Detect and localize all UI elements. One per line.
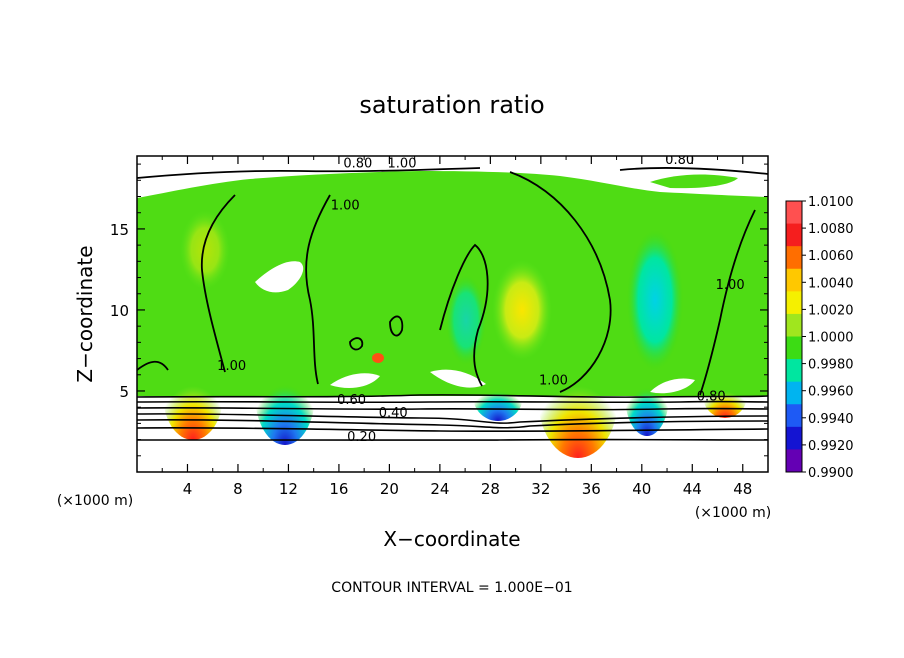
anomaly-yellow-8 xyxy=(180,210,230,290)
x-tick-label: 48 xyxy=(733,480,752,498)
colorbar-label: 1.0020 xyxy=(808,303,854,318)
colorbar-label: 0.9940 xyxy=(808,412,854,427)
anomaly-blue-12 xyxy=(255,345,315,445)
colorbar-segment xyxy=(786,201,802,225)
anomaly-yellow-30 xyxy=(492,260,552,360)
contour-label: 0.60 xyxy=(337,393,366,408)
colorbar-segment xyxy=(786,291,802,315)
contour-label: 1.00 xyxy=(217,359,246,374)
colorbar-segment xyxy=(786,359,802,383)
contour-label: 1.00 xyxy=(388,156,417,171)
y-tick-label: 10 xyxy=(110,302,129,320)
x-tick-label: 40 xyxy=(632,480,651,498)
anomaly-red-19 xyxy=(372,353,384,363)
colorbar-label: 0.9920 xyxy=(808,439,854,454)
x-axis-label: X−coordinate xyxy=(383,527,520,551)
anomaly-red-5 xyxy=(163,350,223,440)
y-axis-unit: (×1000 m) xyxy=(57,493,133,509)
saturation-field-upper-right xyxy=(650,174,738,189)
colorbar-segment xyxy=(786,246,802,270)
colorbar-segment xyxy=(786,223,802,247)
colorbar-label: 0.9960 xyxy=(808,385,854,400)
anomaly-cyan-40 xyxy=(627,230,683,370)
contour-label: 1.00 xyxy=(716,278,745,293)
colorbar-label: 1.0080 xyxy=(808,222,854,237)
cloud-hole-11 xyxy=(255,261,304,293)
colorbar-label: 0.9900 xyxy=(808,466,854,481)
anomaly-blue-41 xyxy=(625,356,669,436)
plot-frame xyxy=(136,155,769,473)
colorbar-segment xyxy=(786,268,802,292)
x-tick-label: 44 xyxy=(683,480,702,498)
cloud-hole-42 xyxy=(650,378,695,394)
contour-label: 0.80 xyxy=(665,153,694,168)
colorbar-segment xyxy=(786,313,802,337)
x-axis-unit: (×1000 m) xyxy=(695,505,771,521)
x-tick-label: 12 xyxy=(279,480,298,498)
colorbar-label: 1.0000 xyxy=(808,331,854,346)
x-tick-label: 8 xyxy=(233,480,243,498)
x-axis: 4 8 12 16 20 24 28 32 36 40 44 48 xyxy=(161,156,752,498)
chart-title: saturation ratio xyxy=(359,91,544,119)
colorbar-label: 0.9980 xyxy=(808,358,854,373)
contour-label: 0.80 xyxy=(697,390,726,405)
cloud-hole-26 xyxy=(430,369,486,388)
contour-labels: 0.80 1.00 0.80 1.00 1.00 1.00 1.00 0.60 0.400.20… xyxy=(217,153,745,445)
contour-label: 1.00 xyxy=(539,373,568,388)
colorbar: 1.0100 1.0080 1.0060 1.0040 1.0020 1.0000 0.99… xyxy=(785,195,854,481)
cloud-hole-17 xyxy=(330,373,380,389)
contour-label: 0.80 xyxy=(343,156,372,171)
lower-contours xyxy=(137,394,768,442)
x-tick-label: 20 xyxy=(380,480,399,498)
colorbar-segment xyxy=(786,404,802,428)
x-tick-label: 4 xyxy=(183,480,193,498)
contour-interval-note: CONTOUR INTERVAL = 1.000E−01 xyxy=(331,580,572,596)
y-axis-label: Z−coordinate xyxy=(73,245,97,382)
contour-label: 0.40 xyxy=(379,406,408,421)
colorbar-segment xyxy=(786,449,802,473)
anomaly-red-34 xyxy=(538,338,618,458)
colorbar-label: 1.0040 xyxy=(808,276,854,291)
upper-contours xyxy=(137,167,768,396)
x-tick-label: 24 xyxy=(430,480,449,498)
x-tick-label: 36 xyxy=(582,480,601,498)
x-tick-label: 32 xyxy=(531,480,550,498)
y-tick-label: 5 xyxy=(119,383,129,401)
colorbar-segment xyxy=(786,426,802,450)
x-tick-label: 16 xyxy=(329,480,348,498)
colorbar-label: 1.0100 xyxy=(808,195,854,210)
plot-area: 0.80 1.00 0.80 1.00 1.00 1.00 1.00 0.60 0.400.20… xyxy=(137,153,768,472)
x-tick-label: 28 xyxy=(481,480,500,498)
colorbar-segment xyxy=(786,336,802,360)
saturation-field xyxy=(137,171,768,396)
contour-label: 1.00 xyxy=(331,198,360,213)
colorbar-label: 1.0060 xyxy=(808,249,854,264)
contour-label: 0.20 xyxy=(347,430,376,445)
y-axis: 5 10 15 xyxy=(110,163,768,457)
y-tick-label: 15 xyxy=(110,221,129,239)
colorbar-segment xyxy=(786,381,802,405)
